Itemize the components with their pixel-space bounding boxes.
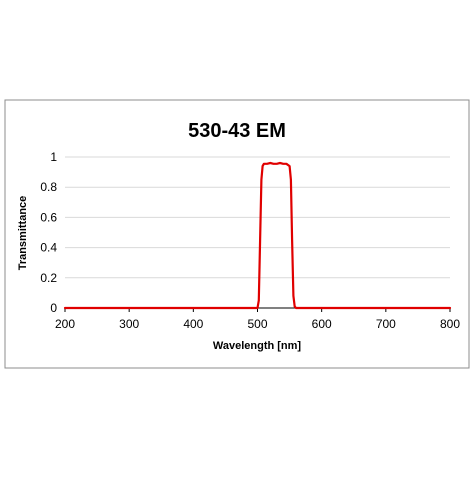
- x-tick-label: 600: [312, 317, 332, 331]
- y-tick-label: 0: [50, 301, 57, 315]
- y-tick-label: 0.6: [40, 210, 57, 224]
- y-tick-label: 0.4: [40, 241, 57, 255]
- x-tick-label: 400: [183, 317, 203, 331]
- grid-layer: [65, 156, 450, 279]
- series-line-transmittance: [63, 161, 452, 310]
- tick-labels: 0 0.2 0.4 0.6 0.8 1 200 300 400 500 600 700 800: [40, 150, 460, 331]
- x-tick-label: 800: [440, 317, 460, 331]
- x-tick-label: 700: [376, 317, 396, 331]
- series-layer: [63, 161, 452, 310]
- x-axis-label: Wavelength [nm]: [213, 340, 302, 352]
- x-tick-label: 300: [119, 317, 139, 331]
- x-tick-label: 200: [55, 317, 75, 331]
- y-tick-label: 1: [50, 150, 57, 164]
- x-tick-label: 500: [247, 317, 267, 331]
- y-tick-label: 0.8: [40, 180, 57, 194]
- chart-title: 530-43 EM: [188, 120, 286, 142]
- y-axis-label: Transmittance: [17, 196, 29, 271]
- chart-frame: [4, 99, 470, 369]
- y-tick-label: 0.2: [40, 271, 57, 285]
